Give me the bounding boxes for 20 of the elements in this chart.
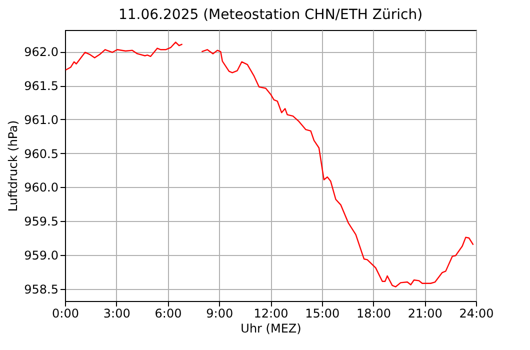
x-tick-label: 9:00 bbox=[206, 306, 234, 320]
y-tick-label: 962.0 bbox=[24, 45, 58, 60]
x-tick-label: 15:00 bbox=[305, 306, 340, 320]
x-tick-label: 24:00 bbox=[459, 306, 494, 320]
y-tick-label: 961.0 bbox=[24, 112, 58, 127]
y-tick-label: 960.0 bbox=[24, 180, 58, 195]
x-tick-label: 12:00 bbox=[254, 306, 288, 320]
x-tick-label: 18:00 bbox=[356, 306, 392, 320]
x-tick-label: 3:00 bbox=[103, 306, 130, 320]
x-axis-title: Uhr (MEZ) bbox=[240, 322, 302, 336]
y-tick-label: 959.0 bbox=[24, 248, 58, 262]
y-tick-label: 959.5 bbox=[24, 214, 58, 229]
x-tick-label: 21:00 bbox=[408, 306, 442, 320]
x-tick-label: 6:00 bbox=[154, 306, 182, 320]
y-tick-label: 960.5 bbox=[24, 146, 58, 161]
y-tick-label: 958.5 bbox=[24, 282, 58, 296]
x-tick-label: 0:00 bbox=[52, 306, 79, 320]
y-axis-title: Luftdruck (hPa) bbox=[6, 120, 20, 212]
y-tick-label: 961.5 bbox=[24, 79, 58, 94]
chart-title: 11.06.2025 (Meteostation CHN/ETH Zürich) bbox=[118, 7, 423, 23]
